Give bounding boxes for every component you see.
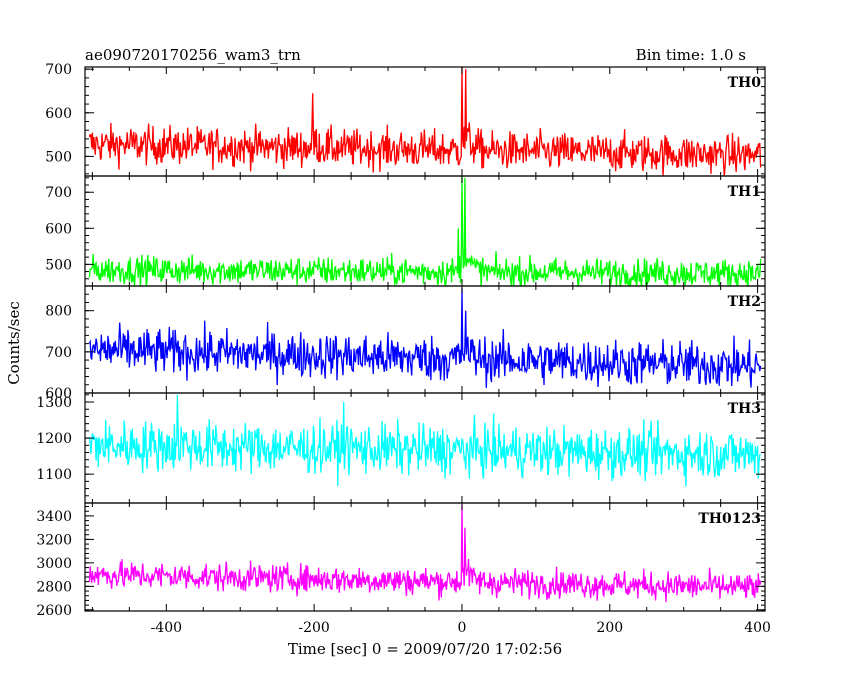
- y-tick-label: 500: [45, 149, 72, 165]
- y-tick-label: 1100: [36, 467, 72, 483]
- panel-label: TH2: [728, 294, 761, 310]
- y-tick-label: 3400: [36, 509, 72, 525]
- panel-label: TH1: [728, 184, 761, 200]
- panel-label: TH0: [728, 75, 762, 91]
- chart-title: ae090720170256_wam3_trn: [85, 46, 301, 64]
- y-tick-label: 1300: [36, 395, 72, 411]
- y-tick-label: 2600: [36, 603, 72, 619]
- panel-frame: [84, 502, 766, 612]
- y-tick-label: 600: [45, 386, 72, 402]
- y-tick-label: 600: [45, 221, 72, 237]
- panel-th0123: 2600 2800 3000 3200 3400 TH0123: [36, 502, 766, 619]
- x-axis: -400 -200 0 200 400: [151, 620, 771, 636]
- x-tick-label: -200: [298, 620, 329, 636]
- y-tick-label: 2800: [36, 579, 72, 595]
- panel-th0: 500 600 700 TH0: [45, 62, 766, 177]
- x-tick-label: 0: [457, 620, 466, 636]
- panel-th1: 500 600 700 TH1: [45, 175, 766, 287]
- series-th1: [88, 176, 762, 286]
- y-tick-label: 600: [45, 106, 72, 122]
- series-th0: [88, 67, 762, 176]
- x-tick-label: 400: [744, 620, 771, 636]
- series-th3: [88, 394, 762, 487]
- bin-time-label: Bin time: 1.0 s: [636, 46, 746, 64]
- panel-th2: 600 700 800 TH2: [45, 285, 766, 402]
- y-tick-label: 700: [45, 185, 72, 201]
- y-tick-label: 700: [45, 345, 72, 361]
- y-tick-label: 800: [45, 304, 72, 320]
- y-tick-label: 3000: [36, 556, 72, 572]
- y-tick-label: 500: [45, 257, 72, 273]
- y-tick-label: 3200: [36, 532, 72, 548]
- x-axis-label: Time [sec] 0 = 2009/07/20 17:02:56: [288, 640, 562, 658]
- x-tick-label: 200: [596, 620, 623, 636]
- series-th0123: [88, 504, 762, 603]
- panels-group: 500 600 700 TH0 500 600 700 TH1 600 700 800 TH2 1100…: [36, 62, 766, 619]
- panel-th3: 1100 1200 1300 TH3: [36, 392, 766, 504]
- series-th2: [88, 288, 762, 388]
- y-tick-label: 1200: [36, 431, 72, 447]
- y-axis-label: Counts/sec: [5, 301, 23, 385]
- panel-label: TH3: [728, 401, 761, 417]
- panel-label: TH0123: [698, 511, 761, 527]
- y-tick-label: 700: [45, 62, 72, 78]
- x-tick-label: -400: [151, 620, 182, 636]
